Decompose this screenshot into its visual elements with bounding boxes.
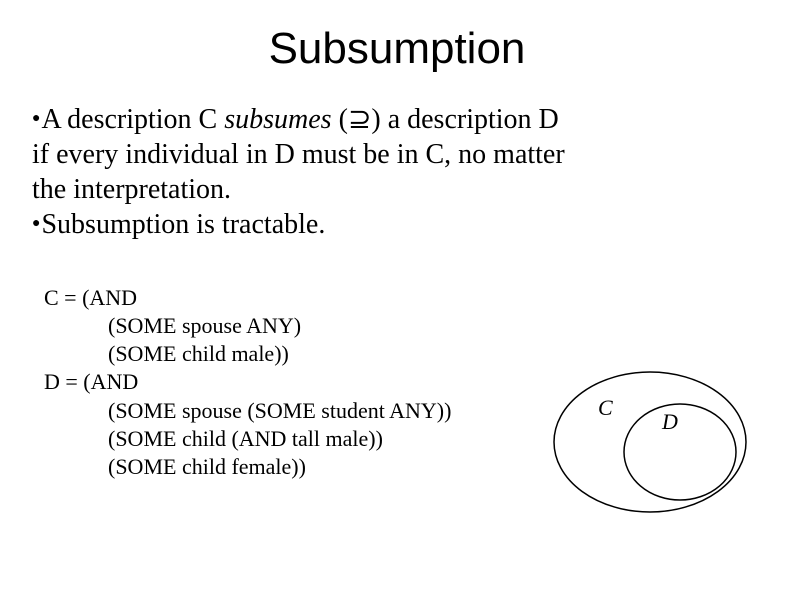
body-line-3: the interpretation. xyxy=(32,172,762,207)
bullet-dot-icon: ● xyxy=(32,111,40,126)
outer-ellipse xyxy=(554,372,746,512)
bullet-1-text-pre: A description C xyxy=(41,104,224,135)
example-line: (SOME spouse ANY) xyxy=(44,312,762,340)
example-line: (SOME child male)) xyxy=(44,340,762,368)
bullet-dot-icon: ● xyxy=(32,216,40,231)
bullet-2-text: Subsumption is tractable. xyxy=(41,209,325,240)
venn-diagram: C D xyxy=(550,367,750,517)
venn-svg xyxy=(550,367,750,517)
slide-title: Subsumption xyxy=(32,24,762,74)
bullet-2: ●Subsumption is tractable. xyxy=(32,207,762,242)
bullet-1-text-post: (⊇) a description D xyxy=(332,104,559,135)
inner-label: D xyxy=(662,409,678,435)
outer-label: C xyxy=(598,395,613,421)
body-text: ●A description C subsumes (⊇) a descript… xyxy=(32,102,762,242)
body-line-2: if every individual in D must be in C, n… xyxy=(32,137,762,172)
inner-ellipse xyxy=(624,404,736,500)
example-line: C = (AND xyxy=(44,284,762,312)
bullet-1-text-italic: subsumes xyxy=(224,104,331,135)
slide: Subsumption ●A description C subsumes (⊇… xyxy=(0,0,794,595)
bullet-1: ●A description C subsumes (⊇) a descript… xyxy=(32,102,762,137)
